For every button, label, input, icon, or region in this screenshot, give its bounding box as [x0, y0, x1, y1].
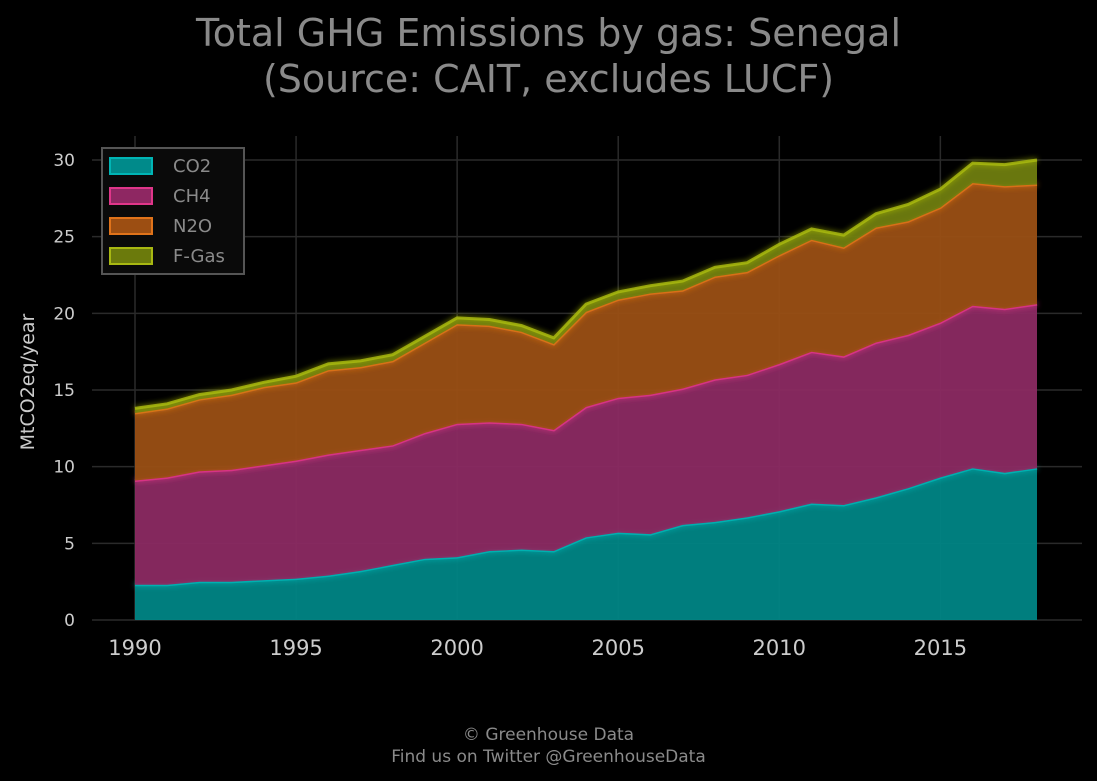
credit-footer: © Greenhouse Data Find us on Twitter @Gr… [0, 724, 1097, 768]
x-tick-label-2015: 2015 [914, 636, 967, 660]
legend-item-co2: CO2 [109, 155, 211, 177]
x-tick-label-1990: 1990 [108, 636, 161, 660]
y-tick-label-25: 25 [53, 228, 75, 248]
legend-item-fgas: F-Gas [109, 245, 225, 267]
legend-item-ch4: CH4 [109, 185, 211, 207]
legend-swatch-ch4 [109, 187, 153, 205]
area-co2 [135, 468, 1037, 620]
legend-label-ch4: CH4 [173, 185, 211, 207]
y-tick-label-20: 20 [53, 304, 75, 324]
y-tick-label-5: 5 [64, 534, 75, 554]
credit-copyright: © Greenhouse Data [462, 725, 635, 745]
legend-item-n2o: N2O [109, 215, 212, 237]
y-tick-label-15: 15 [53, 381, 75, 401]
legend-swatch-n2o [109, 217, 153, 235]
area-n2o [135, 183, 1037, 481]
y-tick-label-10: 10 [53, 458, 75, 478]
chart-title-line1: Total GHG Emissions by gas: Senegal [195, 11, 902, 55]
chart-title-line2: (Source: CAIT, excludes LUCF) [262, 57, 835, 101]
x-tick-label-2000: 2000 [430, 636, 483, 660]
legend-label-fgas: F-Gas [173, 245, 225, 267]
area-ch4 [135, 304, 1037, 585]
legend-label-co2: CO2 [173, 155, 212, 177]
credit-twitter: Find us on Twitter @GreenhouseData [391, 747, 706, 767]
legend-swatch-fgas [109, 247, 153, 265]
y-tick-label-30: 30 [53, 151, 75, 171]
y-tick-label-0: 0 [64, 611, 75, 631]
line-fgas [134, 158, 1038, 410]
x-tick-label-2010: 2010 [753, 636, 806, 660]
legend-label-n2o: N2O [173, 215, 213, 237]
chart-legend: CO2 CH4 N2O F-Gas [101, 147, 245, 275]
chart-title: Total GHG Emissions by gas: Senegal (Sou… [0, 10, 1097, 102]
x-tick-label-2005: 2005 [591, 636, 644, 660]
legend-swatch-co2 [109, 157, 153, 175]
y-axis-label: MtCO2eq/year [17, 313, 39, 450]
x-tick-label-1995: 1995 [269, 636, 322, 660]
